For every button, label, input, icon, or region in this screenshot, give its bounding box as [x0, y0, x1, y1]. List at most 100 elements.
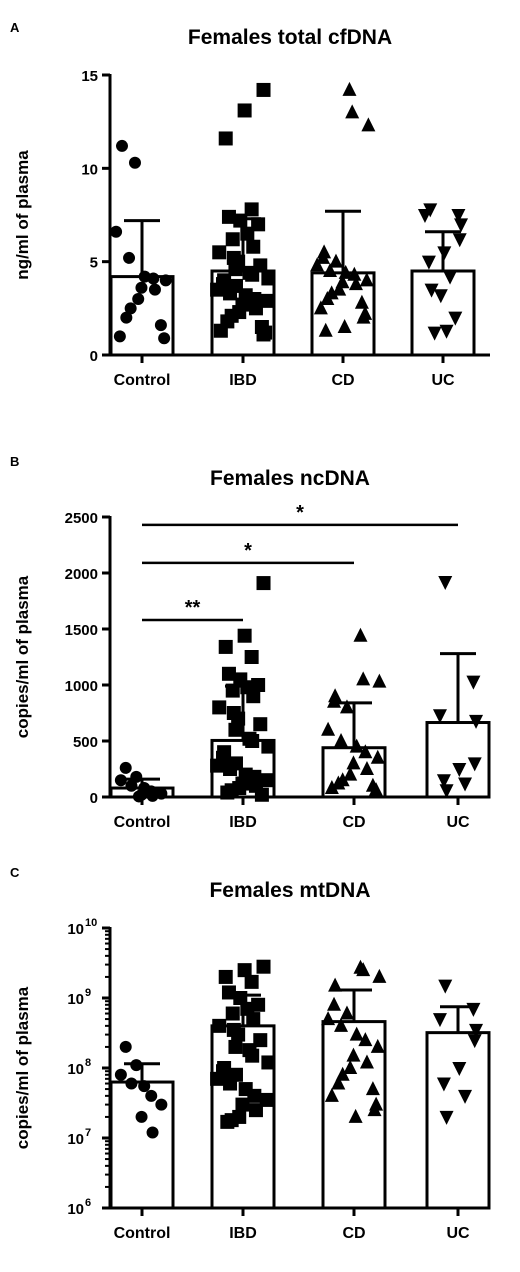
data-point: [130, 1059, 143, 1072]
data-point: [259, 293, 274, 308]
data-point: [228, 722, 243, 737]
data-point: [443, 270, 458, 285]
x-label-ibd: IBD: [229, 1225, 257, 1242]
y-tick-exponent: 7: [85, 1127, 91, 1139]
data-point: [356, 962, 371, 977]
data-point: [138, 1080, 151, 1093]
data-point: [210, 1071, 225, 1086]
chart-title: Females ncDNA: [210, 467, 370, 490]
data-point: [359, 272, 374, 287]
data-point: [361, 117, 376, 132]
data-point: [346, 1047, 361, 1062]
y-axis-label: ng/ml of plasma: [13, 150, 32, 280]
data-point: [327, 996, 342, 1011]
data-point: [256, 327, 271, 342]
x-label-cd: CD: [331, 372, 354, 389]
data-point: [339, 699, 354, 714]
data-point: [248, 301, 263, 316]
data-point: [114, 774, 127, 787]
x-label-uc: UC: [446, 1225, 470, 1242]
data-point: [334, 733, 349, 747]
data-point: [245, 734, 260, 748]
data-point: [310, 257, 325, 272]
data-point: [220, 1114, 235, 1129]
x-label-cd: CD: [342, 1225, 365, 1242]
data-point: [154, 319, 167, 332]
data-point: [128, 156, 141, 169]
data-point: [261, 271, 276, 286]
data-point: [313, 300, 328, 315]
data-point: [458, 777, 473, 792]
data-point: [436, 774, 451, 789]
data-point: [221, 209, 236, 224]
data-point: [421, 255, 436, 270]
data-point: [370, 1038, 385, 1053]
data-point: [452, 233, 467, 248]
data-point: [345, 104, 360, 119]
data-point: [436, 1077, 451, 1092]
data-point: [348, 276, 363, 291]
data-point: [213, 323, 228, 338]
data-point: [324, 1087, 339, 1102]
data-point: [124, 302, 137, 315]
data-point: [245, 1048, 260, 1063]
data-point: [348, 1108, 363, 1123]
y-tick-exponent: 9: [85, 987, 91, 999]
data-point: [244, 650, 259, 664]
bar: [425, 1031, 491, 1210]
data-point: [316, 249, 331, 264]
data-point: [437, 246, 452, 261]
y-tick-label: 10: [67, 1061, 84, 1078]
data-point: [372, 673, 387, 688]
panel-letter: A: [10, 20, 20, 35]
x-label-ibd: IBD: [229, 814, 257, 831]
data-point: [438, 575, 453, 590]
panel-b: B Females ncDNA copies/ml of plasma 0 500 100…: [10, 454, 491, 831]
data-point: [467, 1034, 482, 1049]
data-point: [237, 103, 252, 118]
y-tick-label: 2500: [65, 510, 98, 527]
data-point: [113, 330, 126, 343]
data-point: [135, 1110, 148, 1123]
data-point: [356, 309, 371, 324]
data-point: [246, 689, 261, 704]
data-point: [210, 758, 225, 773]
y-axis-label: copies/ml of plasma: [13, 575, 32, 738]
data-point: [261, 739, 276, 754]
data-point: [321, 721, 336, 736]
data-point: [135, 281, 148, 294]
data-point: [353, 627, 368, 642]
data-point: [358, 744, 373, 759]
data-point: [248, 1103, 263, 1118]
y-tick-label: 10: [81, 161, 98, 178]
data-point: [367, 1102, 382, 1117]
data-point: [119, 761, 132, 774]
data-point: [246, 239, 261, 254]
y-tick-label: 1500: [65, 622, 98, 639]
data-point: [327, 693, 342, 708]
bar: [410, 269, 476, 357]
panel-letter: C: [10, 865, 20, 880]
data-point: [233, 213, 248, 228]
data-point: [469, 1023, 484, 1038]
data-point: [130, 770, 143, 783]
data-point: [332, 281, 347, 296]
data-point: [237, 628, 252, 643]
data-point: [467, 757, 482, 772]
x-label-uc: UC: [446, 814, 470, 831]
data-point: [247, 1088, 262, 1103]
data-point: [439, 324, 454, 339]
data-point: [145, 1089, 158, 1102]
data-point: [231, 1027, 246, 1042]
data-point: [367, 784, 382, 799]
data-point: [132, 293, 145, 305]
data-point: [427, 326, 442, 341]
data-point: [251, 997, 266, 1012]
data-point: [110, 225, 123, 238]
data-point: [123, 251, 136, 264]
panel-a: A Females total cfDNA ng/ml of plasma 0 5 10 1…: [10, 20, 490, 389]
data-point: [114, 1068, 127, 1081]
data-point: [439, 1110, 454, 1125]
significance-label: *: [244, 540, 252, 562]
